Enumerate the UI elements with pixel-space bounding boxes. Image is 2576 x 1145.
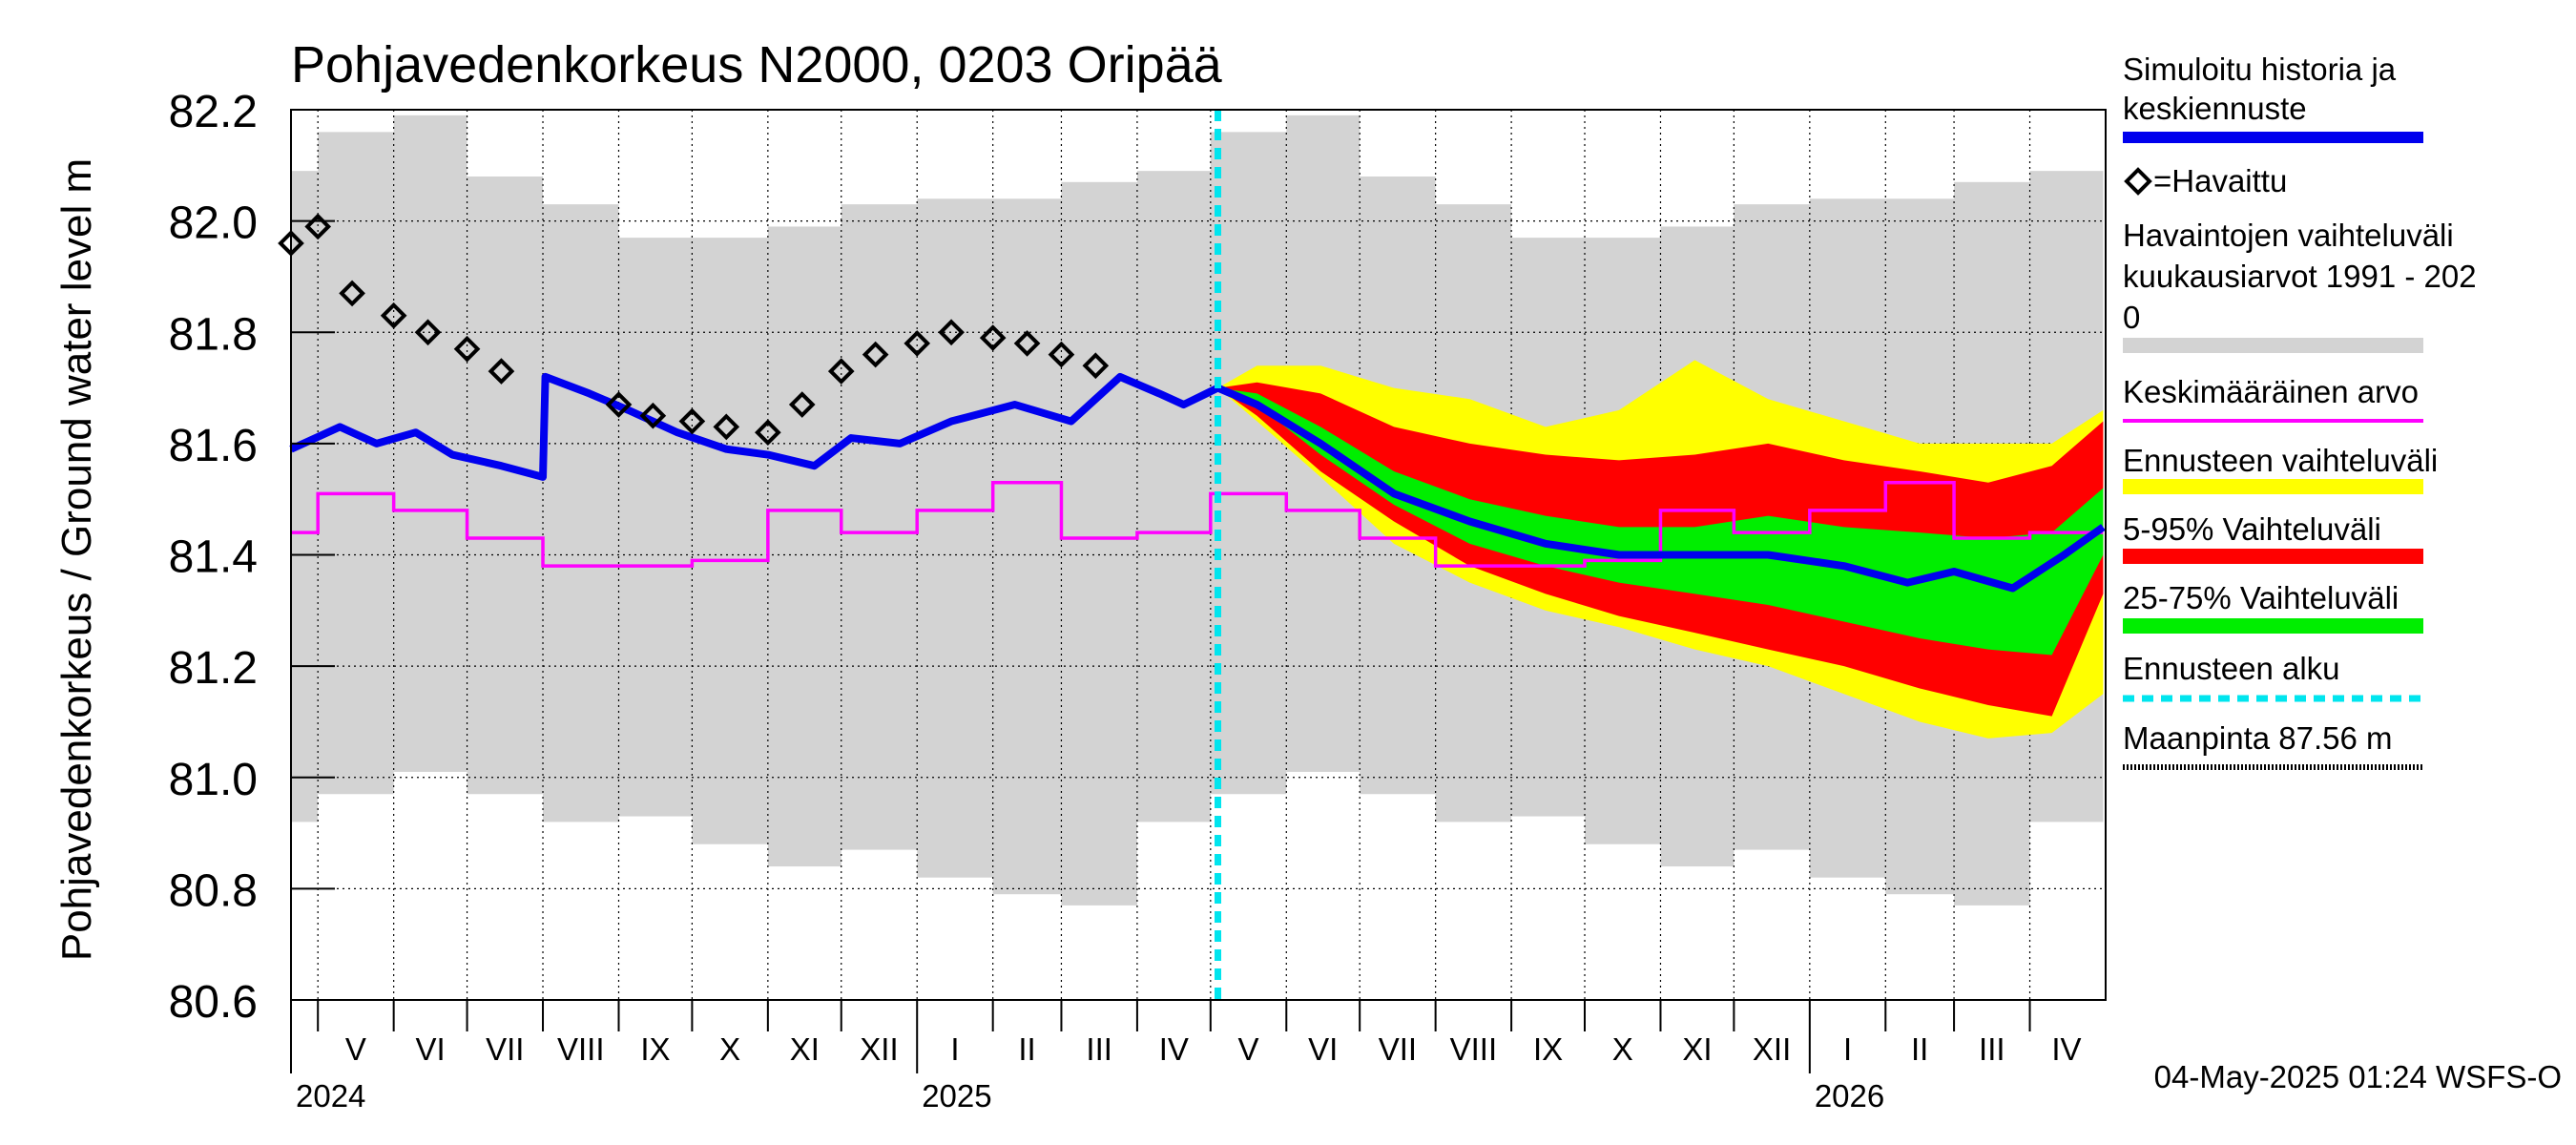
observed-point (827, 358, 855, 385)
observed-point (488, 358, 515, 385)
band-25-75 (1217, 387, 2104, 656)
legend: Simuloitu historia ja keskiennuste =Havait… (2123, 52, 2477, 770)
x-month-label: XII (860, 1031, 898, 1067)
legend-ground-label: Maanpinta 87.56 m (2123, 720, 2393, 756)
hist-range-bar (291, 171, 319, 822)
x-month-label: II (1018, 1031, 1035, 1067)
legend-sim-line1: Simuloitu historia ja (2123, 52, 2397, 87)
hist-range-bar (1210, 132, 1287, 795)
mean-line (291, 480, 2104, 568)
x-month-label: IX (1533, 1031, 1563, 1067)
legend-obs-label: =Havaittu (2153, 163, 2287, 198)
x-month-label: VII (486, 1031, 524, 1067)
hist-range-bar (318, 132, 394, 795)
x-axis: V VI VII VIII IX X XI XII I II III IV V VI VII VIII IX X X… (290, 1000, 2082, 1114)
x-month-label: VIII (557, 1031, 605, 1067)
x-month-label: VIII (1450, 1031, 1498, 1067)
x-month-label: IX (640, 1031, 670, 1067)
y-axis: 80.6 80.8 81.0 81.2 81.4 81.6 81.8 82.0 82.2 (169, 87, 335, 1028)
x-month-label: V (1238, 1031, 1259, 1067)
x-month-label: II (1911, 1031, 1928, 1067)
hist-range-bar (618, 238, 693, 817)
legend-sim-label: Simuloitu historia ja keskiennuste (2123, 52, 2397, 126)
observed-point (1082, 352, 1110, 380)
legend-obs-diamond (2124, 167, 2152, 196)
y-tick-label: 81.8 (169, 309, 258, 360)
y-tick-label: 81.4 (169, 532, 258, 583)
x-month-label: X (1612, 1031, 1633, 1067)
simulated-line (289, 372, 2106, 593)
hist-range-bar (1136, 171, 1211, 822)
observed-point (380, 302, 407, 329)
hist-range-bar (467, 176, 544, 795)
hist-range-bar (543, 204, 619, 822)
x-month-label: I (950, 1031, 959, 1067)
x-month-label: I (1843, 1031, 1852, 1067)
legend-range-label-2: kuukausiarvot 1991 - 202 (2123, 259, 2477, 294)
x-month-label: IV (1159, 1031, 1189, 1067)
plot-area (278, 109, 2107, 1001)
y-tick-label: 82.2 (169, 87, 258, 137)
y-tick-label: 80.8 (169, 865, 258, 916)
observed-point (678, 407, 706, 435)
y-tick-label: 82.0 (169, 198, 258, 249)
observed-point (639, 402, 667, 429)
observed-point (938, 319, 965, 346)
observed-point (788, 391, 816, 418)
x-month-label: III (1979, 1031, 2005, 1067)
observed-point (1013, 330, 1041, 357)
observed-point (904, 330, 931, 357)
x-month-label: VI (1308, 1031, 1338, 1067)
observed-point (713, 413, 740, 441)
legend-range-label-1: Havaintojen vaihteluväli (2123, 218, 2454, 253)
legend-fc-label: Ennusteen vaihteluväli (2123, 443, 2438, 478)
hist-range-bar (767, 226, 841, 867)
observed-point (339, 280, 365, 307)
hist-range-bar (1061, 181, 1137, 906)
observed-point (755, 419, 781, 447)
observed-point (605, 391, 633, 418)
hist-range-bar (692, 238, 768, 844)
legend-fcstart-label: Ennusteen alku (2123, 651, 2340, 686)
x-year-label: 2025 (922, 1078, 991, 1114)
y-tick-label: 81.2 (169, 643, 258, 694)
observed-point (414, 319, 442, 346)
legend-mean-label: Keskimääräinen arvo (2123, 374, 2419, 409)
observed-point (1048, 341, 1075, 368)
legend-range-label-3: 0 (2123, 300, 2140, 335)
x-month-label: III (1086, 1031, 1112, 1067)
y-tick-label: 81.6 (169, 421, 258, 471)
x-month-label: XI (1682, 1031, 1712, 1067)
x-year-label: 2026 (1815, 1078, 1884, 1114)
x-month-label: VI (416, 1031, 446, 1067)
legend-p595-label: 5-95% Vaihteluväli (2123, 511, 2381, 547)
x-month-label: XII (1753, 1031, 1791, 1067)
hist-range-bar (992, 198, 1062, 895)
x-month-label: XI (790, 1031, 820, 1067)
y-tick-label: 80.6 (169, 977, 258, 1028)
hist-range-bar (841, 204, 918, 850)
x-month-label: X (719, 1031, 740, 1067)
chart-title: Pohjavedenkorkeus N2000, 0203 Oripää (291, 36, 1223, 94)
legend-p2575-label: 25-75% Vaihteluväli (2123, 580, 2399, 615)
x-year-label: 2024 (296, 1078, 365, 1114)
legend-sim-line2: keskiennuste (2123, 91, 2307, 126)
y-tick-label: 81.0 (169, 755, 258, 805)
observed-point (862, 341, 889, 368)
observed-point (453, 335, 481, 363)
footer-timestamp: 04-May-2025 01:24 WSFS-O (2154, 1059, 2562, 1094)
hist-range-bar (917, 198, 993, 878)
y-axis-label: Pohjavedenkorkeus / Ground water level m (53, 158, 100, 961)
observed-point (979, 324, 1007, 351)
observed-point (304, 213, 332, 240)
x-month-label: IV (2051, 1031, 2081, 1067)
x-month-label: VII (1379, 1031, 1417, 1067)
x-month-label: V (345, 1031, 366, 1067)
